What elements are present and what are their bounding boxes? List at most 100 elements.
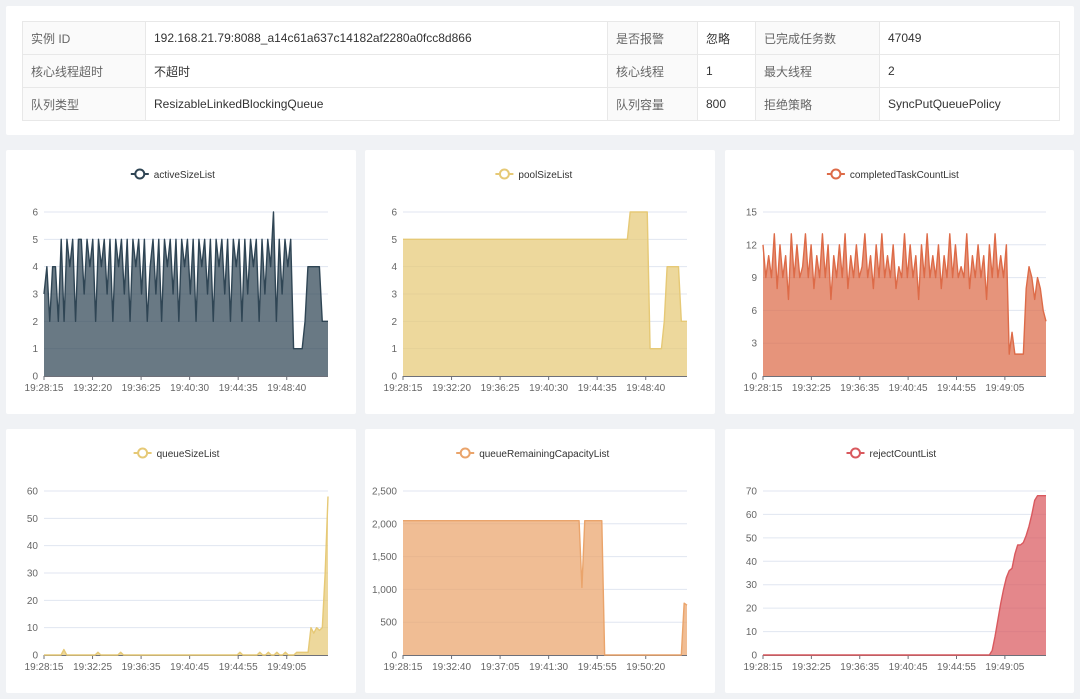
pool-size-chart: poolSizeList 0 1 2 3 4 5 6 19:28:15 19:32:20 19:36…: [384, 168, 687, 394]
series-line: [43, 211, 328, 350]
legend-marker: [134, 168, 146, 180]
instance-info-panel: 实例 ID 192.168.21.79:8088_a14c61a637c14182…: [6, 6, 1074, 135]
info-row: 核心线程超时 不超时 核心线程 1 最大线程 2: [22, 54, 1060, 88]
x-tick-label: 19:41:30: [529, 662, 568, 673]
y-tick-label: 1: [391, 344, 397, 355]
info-value: SyncPutQueuePolicy: [879, 87, 1060, 121]
chart-legend: completedTaskCountList: [826, 168, 959, 181]
x-tick-label: 19:28:15: [25, 383, 64, 394]
x-tick-label: 19:28:15: [384, 662, 423, 673]
x-tick-label: 19:49:05: [267, 662, 306, 673]
legend-marker: [498, 168, 510, 180]
instance-info-table: 实例 ID 192.168.21.79:8088_a14c61a637c14182…: [22, 21, 1060, 121]
y-tick-label: 15: [746, 208, 758, 219]
series-area: [763, 495, 1046, 655]
series-line: [763, 494, 1046, 656]
y-tick-label: 5: [32, 235, 38, 246]
x-tick-label: 19:36:25: [481, 383, 520, 394]
y-tick-label: 60: [27, 487, 39, 498]
chart-card-pool-size: poolSizeList 0 1 2 3 4 5 6 19:28:15 19:32:20 19:36…: [365, 150, 715, 414]
y-tick-label: 3: [391, 290, 397, 301]
y-tick-label: 1,000: [372, 585, 397, 596]
info-label: 已完成任务数: [755, 21, 880, 55]
info-value: 1: [697, 54, 756, 88]
legend-label: completedTaskCountList: [850, 170, 959, 181]
y-tick-label: 30: [27, 569, 39, 580]
chart-legend: poolSizeList: [495, 168, 573, 181]
y-tick-label: 6: [751, 306, 757, 317]
queue-remaining-capacity-chart: queueRemainingCapacityList 0 500 1,000 1,500…: [372, 447, 688, 673]
x-tick-label: 19:45:55: [578, 662, 617, 673]
y-tick-label: 2: [32, 317, 38, 328]
info-value: 47049: [879, 21, 1060, 55]
x-tick-label: 19:32:25: [792, 662, 831, 673]
x-tick-label: 19:49:05: [985, 662, 1024, 673]
x-tick-label: 19:40:45: [889, 383, 928, 394]
chart-card-reject-count: rejectCountList 0 10 20 30 40 50 60 70 19:28:15 19…: [725, 429, 1074, 693]
info-value: 忽略: [697, 21, 756, 55]
info-row: 实例 ID 192.168.21.79:8088_a14c61a637c14182…: [22, 21, 1060, 55]
y-tick-label: 4: [391, 262, 397, 273]
info-label: 拒绝策略: [755, 87, 880, 121]
y-tick-label: 0: [391, 372, 397, 383]
y-tick-label: 3: [751, 339, 757, 350]
x-tick-label: 19:28:15: [744, 662, 783, 673]
legend-label: activeSizeList: [154, 170, 215, 181]
legend-label: poolSizeList: [518, 170, 572, 181]
y-tick-label: 20: [27, 596, 39, 607]
y-tick-label: 2,000: [372, 519, 397, 530]
legend-marker: [850, 447, 861, 459]
chart-card-queue-size: queueSizeList 0 10 20 30 40 50 60 19:28:15 19:32:…: [6, 429, 356, 693]
y-tick-label: 10: [746, 627, 758, 638]
y-tick-label: 4: [32, 262, 38, 273]
x-tick-label: 19:36:25: [122, 383, 161, 394]
y-tick-label: 30: [746, 580, 758, 591]
y-tick-label: 40: [27, 541, 39, 552]
x-tick-label: 19:32:20: [432, 383, 471, 394]
y-tick-label: 5: [391, 235, 397, 246]
info-row: 队列类型 ResizableLinkedBlockingQueue 队列容量 800 拒…: [22, 87, 1060, 121]
legend-marker: [137, 447, 149, 459]
x-tick-label: 19:32:40: [432, 662, 471, 673]
info-label: 核心线程: [607, 54, 698, 88]
active-size-chart: activeSizeList 0 1 2 3 4 5 6 19:28:15 19:32:20 19:…: [25, 168, 328, 394]
x-tick-label: 19:44:55: [937, 383, 976, 394]
x-tick-label: 19:49:05: [985, 383, 1024, 394]
series-area: [403, 520, 687, 655]
y-tick-label: 60: [746, 510, 758, 521]
y-tick-label: 0: [32, 372, 38, 383]
y-tick-label: 9: [751, 273, 757, 284]
x-tick-label: 19:44:35: [219, 383, 258, 394]
y-tick-label: 0: [391, 651, 397, 662]
legend-marker: [830, 168, 842, 180]
legend-label: queueRemainingCapacityList: [479, 449, 609, 460]
series-area: [44, 212, 328, 376]
x-tick-label: 19:28:15: [744, 383, 783, 394]
x-tick-label: 19:40:45: [170, 662, 209, 673]
x-tick-label: 19:40:45: [889, 662, 928, 673]
reject-count-chart: rejectCountList 0 10 20 30 40 50 60 70 19:28:15 19…: [744, 447, 1046, 673]
y-tick-label: 2: [391, 317, 397, 328]
y-tick-label: 6: [391, 208, 397, 219]
y-tick-label: 40: [746, 557, 758, 568]
chart-axis: 0 10 20 30 40 50 60 70 19:28:15 19:32:25 19:36:35 1…: [744, 487, 1046, 673]
x-tick-label: 19:36:35: [122, 662, 161, 673]
x-tick-label: 19:36:35: [840, 662, 879, 673]
queue-size-chart: queueSizeList 0 10 20 30 40 50 60 19:28:15 19:32:…: [25, 447, 329, 673]
x-tick-label: 19:50:20: [626, 662, 665, 673]
info-value: 192.168.21.79:8088_a14c61a637c14182af228…: [145, 21, 608, 55]
chart-axis: 0 10 20 30 40 50 60 19:28:15 19:32:25 19:36:35 19:…: [25, 487, 328, 673]
info-label: 最大线程: [755, 54, 880, 88]
info-label: 是否报警: [607, 21, 698, 55]
y-tick-label: 70: [746, 487, 758, 498]
x-tick-label: 19:44:35: [578, 383, 617, 394]
legend-label: rejectCountList: [870, 449, 937, 460]
y-tick-label: 500: [380, 618, 397, 629]
chart-legend: activeSizeList: [130, 168, 215, 181]
series-line: [403, 211, 687, 350]
x-tick-label: 19:40:30: [170, 383, 209, 394]
info-label: 核心线程超时: [22, 54, 146, 88]
y-tick-label: 0: [32, 651, 38, 662]
series-area: [44, 496, 328, 655]
series-line: [762, 233, 1047, 355]
